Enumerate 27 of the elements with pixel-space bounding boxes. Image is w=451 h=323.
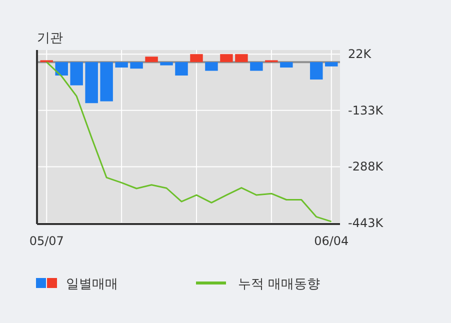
x-tick-label: 05/07 [29,234,64,248]
bar [115,62,128,68]
bar [130,62,143,69]
line-series [46,61,332,222]
bar [280,62,293,68]
y-tick-label: -133K [348,103,384,118]
chart-title: 기관 [37,31,63,46]
bar [325,62,338,66]
bar [190,54,203,62]
y-tick-label: -443K [348,216,384,230]
bar [55,62,68,76]
bar [85,62,98,104]
y-tick-label: 22K [348,47,372,62]
x-tick-label: 06/04 [314,234,349,248]
bar [235,54,248,62]
bar [160,62,173,66]
bar [145,56,158,62]
y-tick-label: -288K [348,160,384,174]
legend-label: 누적 매매동향 [238,277,320,292]
bar [250,62,263,71]
bar [310,62,323,80]
bar [220,54,233,62]
bar [175,62,188,76]
bar [70,62,83,86]
bar [100,62,113,102]
bar [205,62,218,71]
legend-label: 일별매매 [66,277,118,292]
